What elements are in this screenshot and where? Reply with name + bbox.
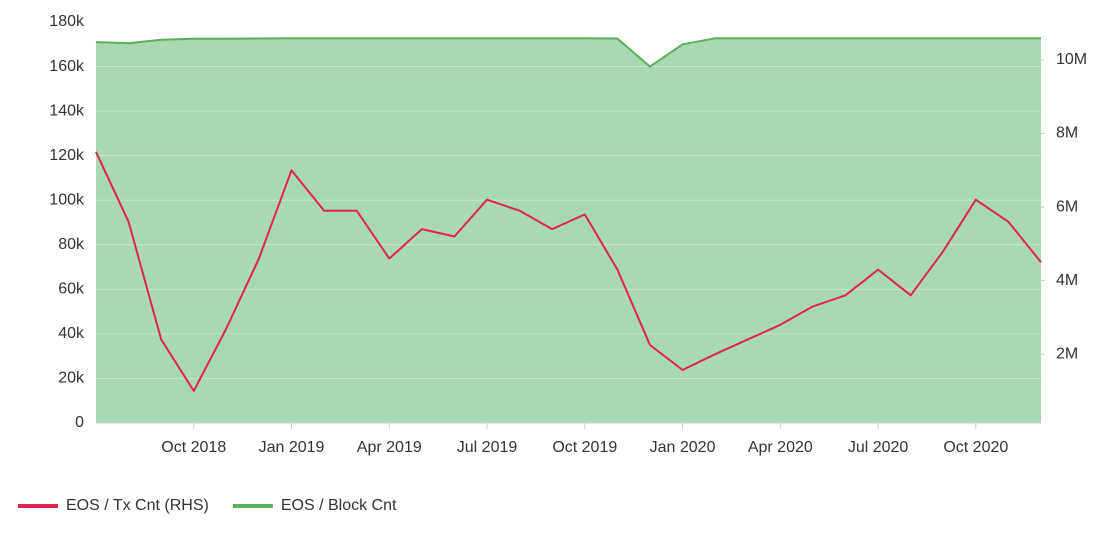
x-tick-label: Jan 2020	[650, 439, 716, 456]
y-tick-label: 80k	[58, 236, 85, 253]
legend-label: EOS / Block Cnt	[281, 497, 397, 514]
x-tick-label: Jul 2019	[457, 439, 518, 456]
y-tick-label: 40k	[58, 325, 85, 342]
y-tick-label: 60k	[58, 281, 85, 298]
y2-tick-label: 8M	[1056, 125, 1078, 142]
x-tick-label: Oct 2018	[161, 439, 226, 456]
y2-tick-label: 6M	[1056, 198, 1078, 215]
x-tick-label: Jan 2019	[259, 439, 325, 456]
y2-tick-label: 2M	[1056, 345, 1078, 362]
x-tick-label: Apr 2019	[357, 439, 422, 456]
line	[95, 37, 1041, 68]
x-tick-label: Oct 2019	[552, 439, 617, 456]
y-tick-label: 160k	[49, 58, 85, 75]
y-tick-label: 20k	[58, 370, 85, 387]
area	[96, 38, 1041, 424]
x-tick-label: Apr 2020	[748, 439, 813, 456]
y-tick-label: 180k	[49, 13, 85, 30]
y-tick-label: 100k	[49, 191, 85, 208]
x-tick-label: Oct 2020	[943, 439, 1008, 456]
y2-tick-label: 10M	[1056, 51, 1087, 68]
y2-tick-label: 4M	[1056, 272, 1078, 289]
legend-label: EOS / Tx Cnt (RHS)	[66, 497, 209, 514]
line	[95, 151, 1042, 392]
y-tick-label: 120k	[49, 147, 85, 164]
x-tick-label: Jul 2020	[848, 439, 909, 456]
y-tick-label: 0	[75, 414, 84, 431]
y-tick-label: 140k	[49, 102, 85, 119]
